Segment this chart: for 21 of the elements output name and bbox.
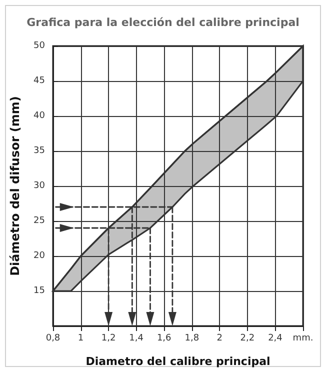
x-tick-label: 1 [78, 334, 84, 344]
x-tick-label: 1,2 [101, 334, 116, 344]
chart-title: Grafica para la elección del calibre principal [26, 16, 300, 29]
y-tick-label: 40 [34, 111, 46, 121]
x-tick-label: 2 [216, 334, 223, 344]
x-tick-label: 1,6 [156, 334, 172, 344]
x-tick-label: mm. [292, 334, 314, 344]
y-axis-title: Diámetro del difusor (mm) [8, 96, 22, 276]
y-tick-label: 45 [34, 76, 45, 86]
y-tick-label: 30 [34, 181, 46, 191]
y-tick-label: 25 [34, 216, 45, 226]
y-tick-label: 35 [34, 146, 45, 156]
x-tick-label: 2,2 [240, 334, 255, 344]
y-tick-label: 50 [34, 41, 46, 51]
x-tick-label: 2,4 [268, 334, 283, 344]
y-tick-label: 20 [34, 251, 46, 261]
x-tick-label: 0,8 [46, 334, 60, 344]
x-tick-label: 1,4 [129, 334, 144, 344]
x-tick-label: 1,8 [184, 334, 200, 344]
y-tick-label: 15 [34, 286, 45, 296]
x-axis-title: Diametro del calibre principal [86, 355, 270, 368]
